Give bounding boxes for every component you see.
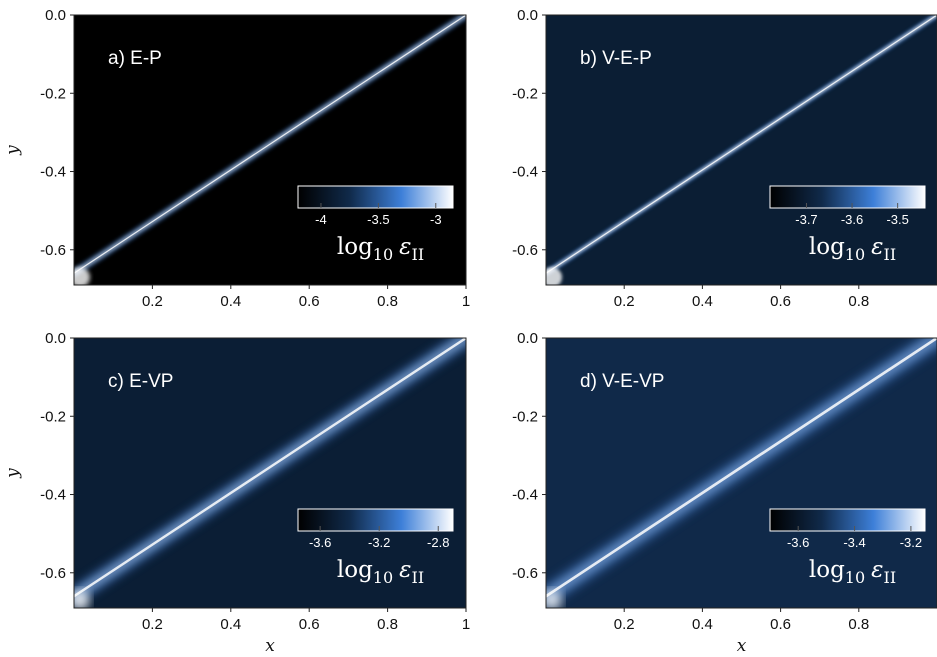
x-tick-label: 1 (462, 616, 470, 633)
x-tick-label: 0.2 (142, 293, 163, 310)
x-tick-label: 0.4 (220, 616, 241, 633)
colorbar-label: log10 εII (809, 234, 896, 264)
panel-1: 0.0 -0.2 -0.4 -0.6 0.2 0.4 0.6 0.8 1 y a) E-P -4 -3.… (3, 7, 470, 310)
colorbar-tick-label: -3.6 (309, 535, 331, 550)
x-tick-label: 0.8 (848, 616, 869, 633)
axes-frame (73, 337, 467, 609)
colorbar-tick-label: -3.6 (841, 212, 863, 227)
corner-hotspot (74, 590, 90, 608)
y-tick-label: -0.4 (512, 487, 538, 504)
x-tick-label: 0.6 (770, 293, 791, 310)
colorbar (297, 185, 454, 209)
y-tick-label: -0.2 (40, 85, 66, 102)
corner-hotspot (546, 267, 562, 285)
colorbar-tick-label: -3.2 (368, 535, 390, 550)
y-tick-label: -0.2 (512, 408, 538, 425)
y-axis-label: y (3, 145, 23, 156)
y-tick-label: -0.4 (40, 487, 66, 504)
panel-2: 0.0 -0.2 -0.4 -0.6 0.2 0.4 0.6 0.8 b) V-E-P -3.7 -… (512, 7, 937, 310)
y-tick-label: 0.0 (45, 7, 66, 24)
colorbar-tick-label: -3.2 (900, 535, 922, 550)
colorbar (769, 508, 926, 532)
y-tick-label: 0.0 (517, 7, 538, 24)
x-tick-label: 0.2 (614, 293, 635, 310)
x-tick-label: 0.6 (299, 616, 320, 633)
x-tick-label: 0.4 (692, 616, 713, 633)
axes-frame (545, 14, 937, 286)
colorbar-tick-label: -4 (315, 212, 327, 227)
colorbar (297, 508, 454, 532)
colorbar-label: log10 εII (337, 234, 424, 264)
shear-band-core (74, 15, 466, 274)
x-tick-label: 1 (462, 293, 470, 310)
colorbar-label: log10 εII (809, 557, 896, 587)
x-tick-label: 0.2 (614, 616, 635, 633)
shear-band-core (546, 338, 937, 598)
y-tick-label: 0.0 (517, 330, 538, 347)
y-tick-label: -0.6 (512, 242, 538, 259)
y-tick-label: 0.0 (45, 330, 66, 347)
x-tick-label: 0.6 (770, 616, 791, 633)
y-tick-label: -0.6 (40, 565, 66, 582)
x-tick-label: 0.8 (848, 293, 869, 310)
x-tick-label: 0.6 (299, 293, 320, 310)
panel-4: 0.0 -0.2 -0.4 -0.6 0.2 0.4 0.6 0.8 x d) V-E-VP -3.… (512, 330, 937, 656)
panel-title: b) V-E-P (580, 48, 652, 69)
panel-title: d) V-E-VP (580, 371, 664, 392)
panel-title: a) E-P (108, 48, 162, 69)
colorbar-tick-label: -3.4 (843, 535, 865, 550)
y-tick-label: -0.6 (512, 565, 538, 582)
y-tick-label: -0.4 (40, 164, 66, 181)
x-tick-label: 0.8 (377, 293, 398, 310)
y-axis-label: y (3, 468, 23, 479)
colorbar (769, 185, 926, 209)
corner-hotspot (546, 590, 562, 608)
y-tick-label: -0.2 (40, 408, 66, 425)
x-tick-label: 0.4 (220, 293, 241, 310)
panel-title: c) E-VP (108, 371, 173, 392)
x-tick-label: 0.4 (692, 293, 713, 310)
colorbar-tick-label: -2.8 (427, 535, 449, 550)
colorbar-tick-label: -3.5 (886, 212, 908, 227)
corner-hotspot (74, 267, 90, 285)
panel-3: 0.0 -0.2 -0.4 -0.6 0.2 0.4 0.6 0.8 1 y x c) E-VP -3.… (3, 330, 470, 656)
shear-band-core (546, 15, 937, 274)
colorbar-tick-label: -3.5 (367, 212, 389, 227)
shear-band-core (74, 338, 466, 598)
colorbar-tick-label: -3 (430, 212, 442, 227)
x-tick-label: 0.2 (142, 616, 163, 633)
colorbar-label: log10 εII (337, 557, 424, 587)
axes-frame (73, 14, 467, 286)
y-tick-label: -0.6 (40, 242, 66, 259)
x-axis-label: x (265, 636, 275, 656)
colorbar-tick-label: -3.6 (787, 535, 809, 550)
axes-frame (545, 337, 937, 609)
y-tick-label: -0.2 (512, 85, 538, 102)
x-tick-label: 0.8 (377, 616, 398, 633)
x-axis-label: x (737, 636, 747, 656)
y-tick-label: -0.4 (512, 164, 538, 181)
colorbar-tick-label: -3.7 (795, 212, 817, 227)
